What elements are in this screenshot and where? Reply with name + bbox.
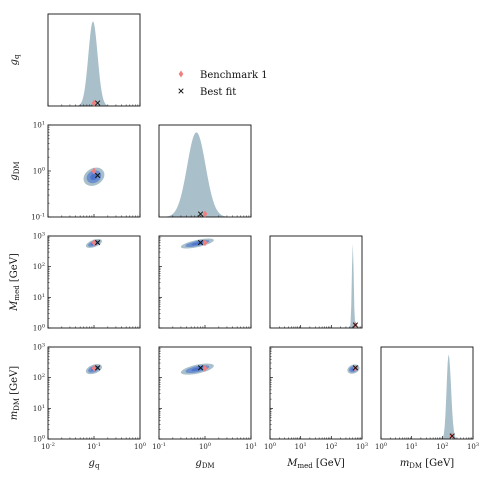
best-fit-marker: [94, 239, 101, 246]
y-tick-label: 102: [33, 262, 45, 271]
best-fit-marker: [94, 172, 101, 179]
joint-panel-M_med-vs-g_DM: [158, 235, 252, 329]
y-tick-label: 101: [33, 293, 45, 302]
x-axis-label-m_DM: mDM [GeV]: [400, 458, 454, 470]
y-tick-label: 10-1: [31, 213, 45, 222]
y-tick-label: 100: [33, 167, 45, 176]
best-fit-marker: [352, 365, 359, 371]
benchmark-marker: [202, 364, 208, 372]
best-fit-marker: [449, 433, 455, 439]
joint-panel-M_med-vs-g_q: 100 101 102 103: [33, 232, 141, 333]
best-fit-marker: [352, 322, 359, 328]
x-tick-label: 100: [264, 442, 276, 451]
best-fit-marker: [94, 100, 101, 106]
x-tick-label: 101: [406, 442, 418, 451]
panel-frame: [47, 346, 141, 440]
x-axis-label-M_med: Mmed [GeV]: [286, 458, 345, 470]
benchmark-marker: [91, 99, 97, 107]
x-tick-label: 102: [436, 442, 448, 451]
marginal-density-g_q: [48, 21, 140, 107]
benchmark-marker: [91, 364, 97, 372]
panel-frame: [158, 346, 252, 440]
x-axis-label-g_q: gq: [89, 458, 100, 470]
benchmark-marker: [91, 167, 97, 175]
panel-frame: [269, 235, 363, 329]
x-tick-label: 102: [325, 442, 337, 451]
y-axis-label-g_q: gq: [9, 54, 21, 65]
marginal-panel-m_DM: 100 101 102 103: [375, 346, 479, 451]
joint-panel-m_DM-vs-g_DM: 10-1 100 101: [152, 346, 257, 451]
y-tick-label: 100: [33, 324, 45, 333]
marginal-density-m_DM: [381, 354, 473, 439]
x-tick-label: 100: [134, 442, 146, 451]
y-tick-label: 101: [33, 404, 45, 413]
x-tick-label: 101: [295, 442, 307, 451]
y-tick-label: 103: [33, 343, 45, 352]
marginal-panel-g_q: [47, 13, 141, 107]
panel-frame: [47, 235, 141, 329]
panel-frame: [158, 235, 252, 329]
y-axis-label-g_DM: gDM: [9, 161, 21, 180]
y-tick-label: 100: [33, 435, 45, 444]
joint-panel-m_DM-vs-M_med: 100 101 102 103: [264, 346, 368, 451]
joint-panel-g_DM-vs-g_q: 10-1 100 101: [31, 121, 141, 222]
panel-frame: [269, 346, 363, 440]
y-axis-label-m_DM: mDM [GeV]: [9, 366, 21, 420]
benchmark-marker: [202, 239, 208, 247]
x-tick-label: 101: [245, 442, 257, 451]
best-fit-marker: [197, 365, 204, 371]
best-fit-marker: [94, 365, 101, 371]
x-tick-label: 100: [375, 442, 387, 451]
x-tick-label: 10-2: [41, 442, 55, 451]
panel-frame: [380, 346, 474, 440]
x-tick-label: 100: [199, 442, 211, 451]
y-axis-label-M_med: Mmed [GeV]: [9, 253, 21, 312]
joint-panel-m_DM-vs-g_q: 10-2 10-1 100 100 101 102 103: [33, 343, 146, 452]
best-fit-marker: [197, 239, 204, 246]
y-tick-label: 103: [33, 232, 45, 241]
x-tick-label: 103: [356, 442, 368, 451]
marginal-density-M_med: [270, 243, 362, 328]
best-fit-marker: [197, 211, 204, 217]
x-tick-label: 10-1: [152, 442, 166, 451]
marginal-panel-g_DM: [158, 124, 252, 218]
y-tick-label: 101: [33, 121, 45, 130]
legend-best-fit-label: Best fit: [200, 87, 236, 98]
benchmark-marker: [202, 210, 208, 218]
benchmark-marker: [178, 70, 184, 78]
marginal-panel-M_med: [269, 235, 363, 329]
best-fit-marker: [178, 88, 184, 94]
y-tick-label: 102: [33, 373, 45, 382]
legend-benchmark-label: Benchmark 1: [200, 70, 268, 81]
legend: Benchmark 1 Best fit: [178, 70, 268, 98]
marginal-density-g_DM: [159, 132, 251, 217]
x-tick-label: 103: [467, 442, 479, 451]
x-tick-label: 10-1: [87, 442, 101, 451]
x-axis-label-g_DM: gDM: [195, 458, 214, 470]
contour-core: [90, 173, 98, 181]
